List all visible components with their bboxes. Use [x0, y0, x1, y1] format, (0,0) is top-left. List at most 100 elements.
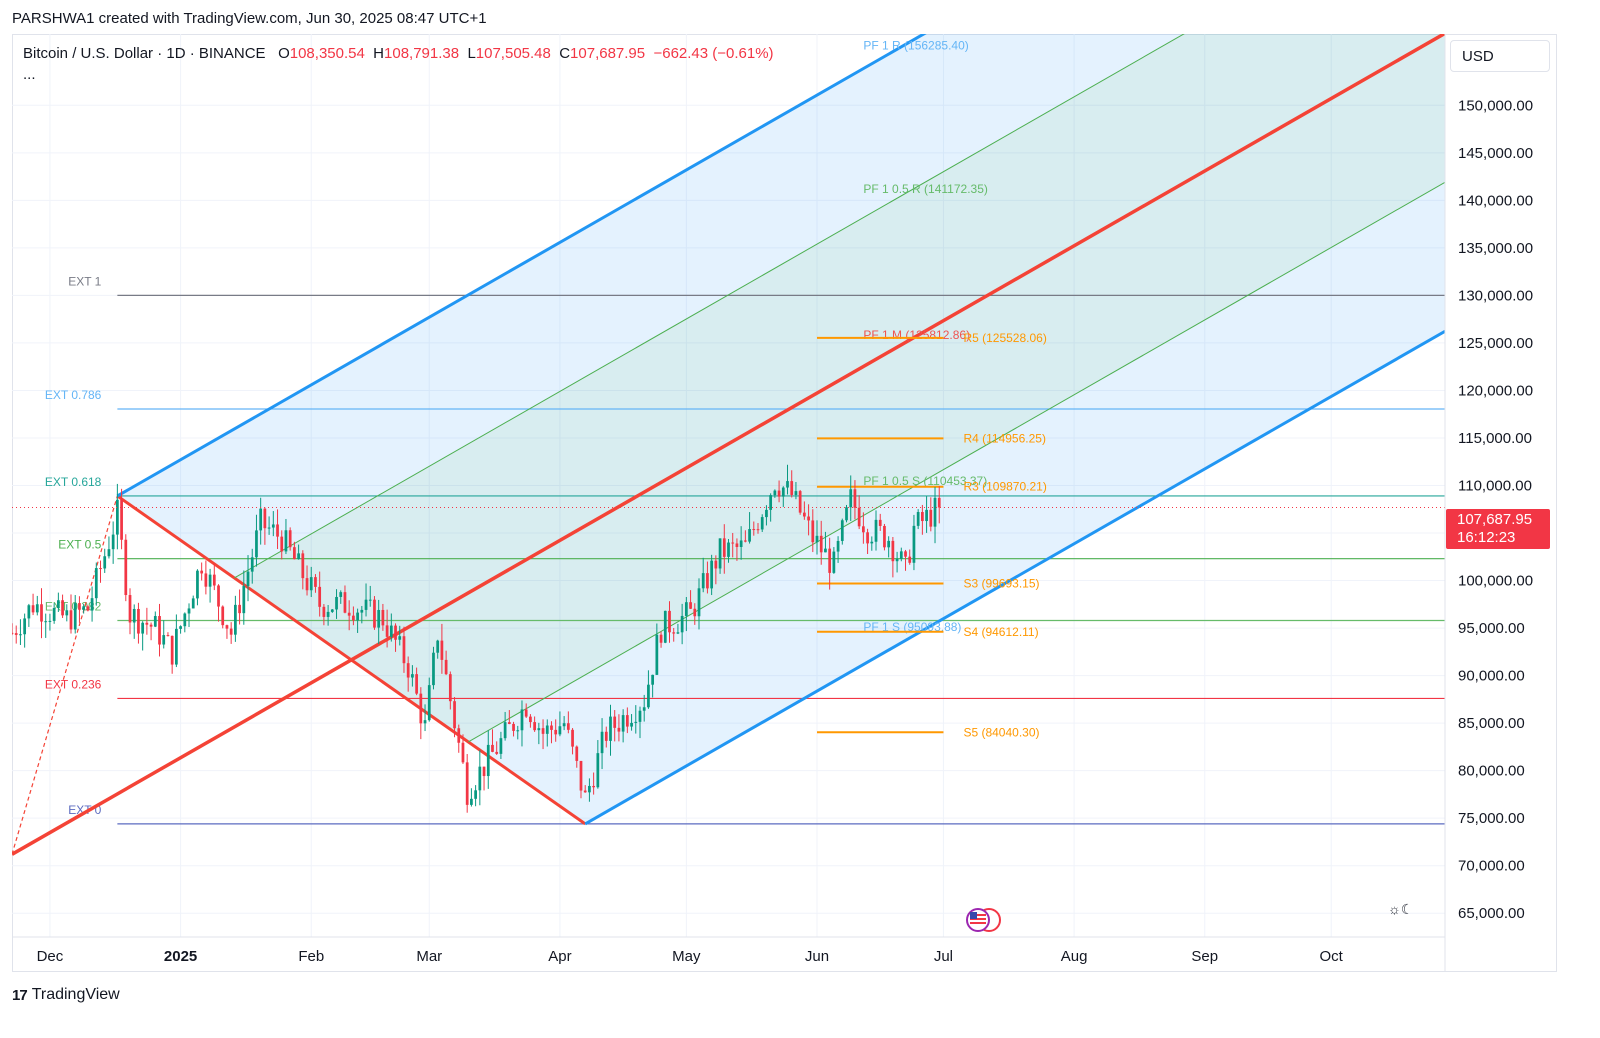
pitchfork-level-label: PF 1 R (156285.40) [863, 39, 968, 53]
candle-body [533, 722, 536, 731]
pitchfork-median-line [12, 34, 1445, 856]
candle-body [676, 632, 680, 634]
candle-body [280, 536, 284, 552]
candle-body [423, 720, 427, 724]
candle-body [229, 628, 233, 635]
time-axis: Dec 2025 Feb Mar Apr May Jun Jul Aug Sep Oct [12, 936, 1445, 965]
candle-body [314, 577, 317, 587]
more-button[interactable]: ... [23, 66, 36, 83]
candle-body [23, 618, 27, 635]
symbol-legend[interactable]: Bitcoin / U.S. Dollar · 1D · BINANCE O10… [23, 45, 774, 62]
candle-body [158, 616, 161, 645]
candle-body [14, 633, 18, 635]
candle-body [773, 490, 777, 496]
candle-body [541, 728, 545, 734]
close-label: C [559, 45, 571, 62]
candle-body [381, 609, 385, 626]
candle-body [293, 547, 296, 560]
candle-body [183, 613, 187, 627]
candle-body [368, 599, 372, 601]
candle-body [655, 634, 659, 675]
candle-body [756, 529, 760, 531]
candle-body [832, 551, 836, 573]
candle-body [668, 610, 671, 633]
candle-body [103, 556, 107, 569]
candle-body [680, 615, 684, 633]
candle-body [862, 526, 865, 533]
chart-credit: PARSHWA1 created with TradingView.com, J… [12, 10, 487, 27]
candle-body [65, 610, 69, 616]
brand-label: TradingView [31, 986, 120, 1003]
candle-body [309, 577, 313, 591]
candle-body [520, 709, 524, 731]
candle-body [845, 507, 848, 521]
candle-body [204, 573, 208, 587]
candle-body [743, 540, 747, 542]
candle-body [360, 609, 364, 613]
price-tick-label: 85,000.00 [1458, 715, 1525, 732]
candle-body [600, 731, 604, 754]
candle-body [465, 762, 469, 805]
candle-body [73, 603, 77, 630]
candle-body [609, 716, 612, 741]
us-events-icon[interactable] [963, 907, 1003, 933]
candle-body [48, 620, 52, 622]
candle-body [297, 553, 300, 560]
pitchfork-handle-line [12, 495, 118, 855]
candle-body [175, 628, 178, 665]
candle-body [777, 490, 781, 497]
candle-body [457, 728, 461, 743]
candle-body [710, 560, 714, 589]
candle-body [402, 636, 406, 664]
pitchfork-level-label: PF 1 0.5 S (110453.37) [863, 474, 987, 488]
candle-body [406, 663, 410, 678]
candle-body [786, 481, 789, 488]
candle-body [225, 625, 229, 629]
candle-body [701, 573, 705, 589]
candle-body [56, 600, 60, 608]
price-tick-label: 90,000.00 [1458, 668, 1525, 685]
candle-body [470, 798, 473, 805]
time-tick-label: Dec [37, 948, 64, 965]
candle-body [575, 746, 579, 761]
open-value: 108,350.54 [289, 45, 365, 62]
candle-body [925, 509, 928, 522]
candle-body [824, 548, 827, 553]
pitchfork-upper-half-line [234, 34, 1185, 579]
extension-level-label: EXT 0.618 [45, 475, 102, 489]
candle-body [166, 635, 170, 637]
candle-body [217, 585, 220, 607]
candle-body [398, 636, 402, 640]
candle-body [727, 542, 730, 557]
candle-body [731, 542, 735, 544]
candle-body [689, 602, 692, 609]
time-tick-label: Mar [416, 948, 442, 965]
open-label: O [278, 45, 290, 62]
candle-body [255, 530, 258, 558]
candle-body [895, 558, 899, 562]
candle-body [663, 610, 667, 643]
pivot-level-label: R3 (109870.21) [963, 480, 1046, 494]
candle-body [798, 491, 802, 513]
candle-body [474, 790, 477, 799]
candle-body [61, 600, 64, 616]
candle-body [887, 540, 891, 548]
candle-body [933, 497, 937, 527]
candle-body [883, 525, 886, 548]
candle-body [853, 489, 857, 508]
candle-body [461, 742, 465, 763]
candle-body [613, 716, 617, 728]
theme-toggle-icon[interactable]: ☼☾ [1388, 901, 1414, 917]
candle-body [221, 606, 225, 626]
currency-button[interactable]: USD [1450, 40, 1550, 72]
candle-body [802, 512, 806, 517]
candle-body [722, 538, 726, 557]
candle-body [170, 635, 174, 665]
candle-body [579, 760, 583, 791]
tradingview-logo-icon: 17 [12, 986, 28, 1004]
candle-body [588, 785, 591, 793]
tradingview-brand[interactable]: 17 TradingView [12, 986, 120, 1004]
candle-body [908, 556, 912, 563]
candle-body [870, 541, 874, 544]
